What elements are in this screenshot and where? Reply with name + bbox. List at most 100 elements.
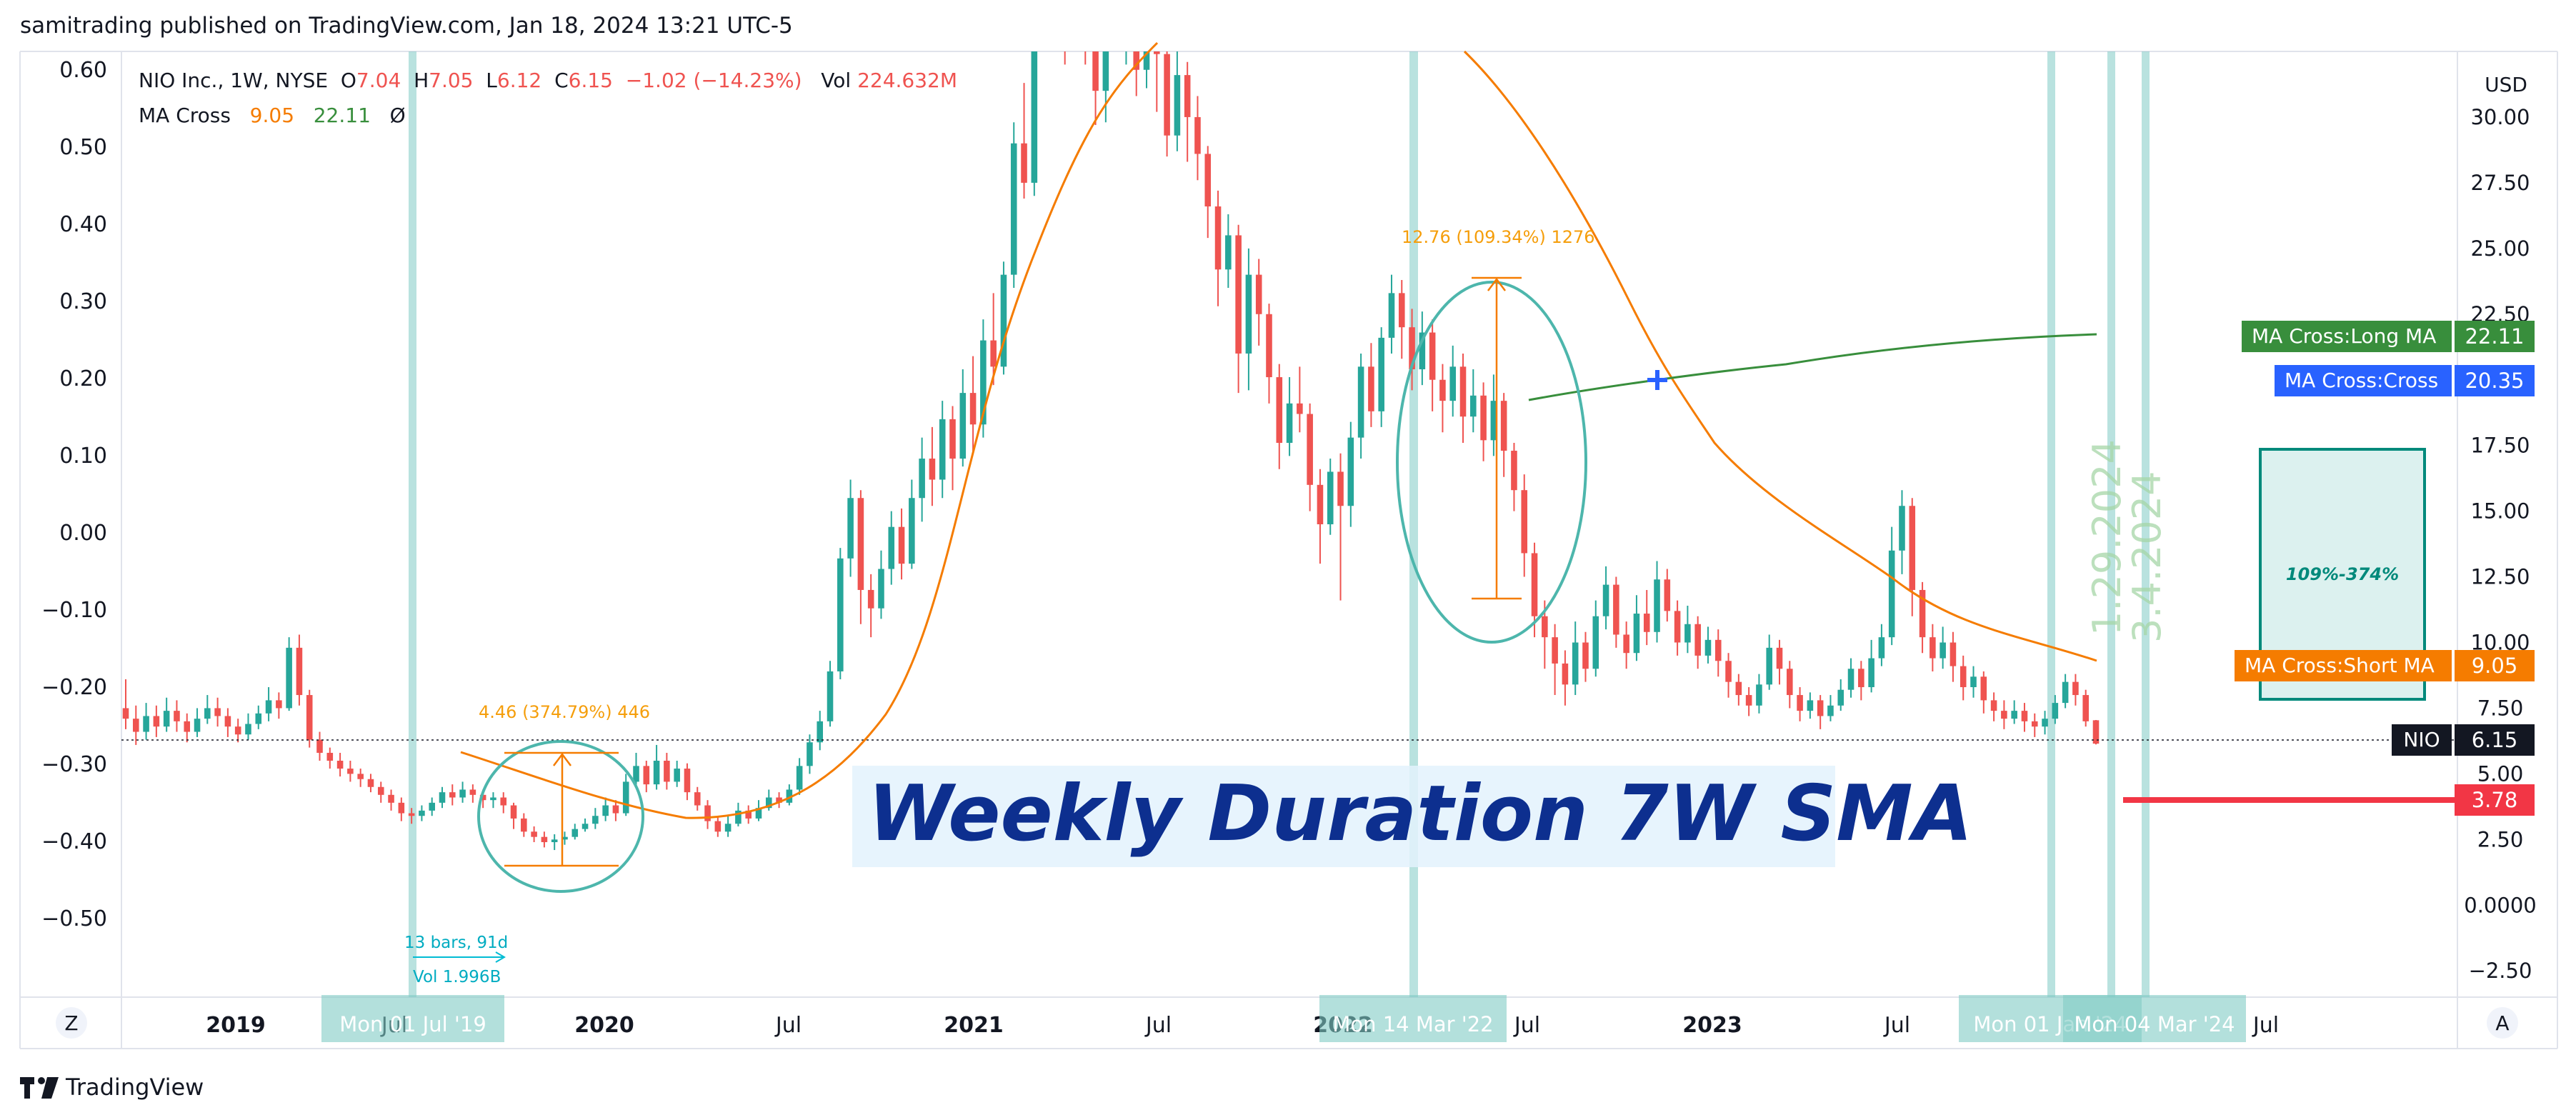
candle (857, 490, 864, 624)
candle-body (1102, 51, 1109, 91)
candle (1643, 589, 1650, 646)
tag-cross-name: MA Cross:Cross (2285, 369, 2438, 392)
candle-body (1837, 689, 1844, 706)
candle (1521, 474, 1528, 577)
time-axis-tick: Jul (1144, 1013, 1172, 1038)
legend-symbol[interactable]: NIO Inc., 1W, NYSE (139, 69, 329, 92)
candle (765, 789, 772, 811)
candle-body (1409, 327, 1415, 370)
candle-body (888, 526, 895, 569)
candle (622, 774, 629, 816)
candle-body (919, 459, 925, 499)
candle-body (581, 824, 589, 829)
tag-cross-value: 20.35 (2465, 369, 2524, 393)
candle-body (1899, 506, 1905, 551)
candle (1154, 51, 1160, 112)
candle-body (653, 761, 660, 785)
currency-label[interactable]: USD (2485, 73, 2527, 96)
tag-short-ma: MA Cross:Short MA 9.05 (2235, 650, 2535, 681)
time-axis-tick: Jul (1883, 1013, 1910, 1038)
tradingview-logo: TradingView (20, 1074, 204, 1101)
auto-scale-z-button[interactable]: Z (56, 1007, 87, 1039)
candle-body (1643, 614, 1650, 632)
candle (388, 789, 394, 811)
right-axis-tick: 2.50 (2477, 827, 2524, 851)
date-note-1: 1.29.2024 (2085, 439, 2130, 636)
candle (1919, 581, 1926, 654)
candle (1766, 634, 1773, 690)
candle (1419, 311, 1426, 386)
measure-label-2: 12.76 (109.34%) 1276 (1402, 227, 1595, 247)
measure-tool-1[interactable] (504, 751, 619, 867)
candle (847, 479, 854, 577)
candle-body (1756, 684, 1762, 706)
candle-body (1613, 584, 1619, 635)
candle (245, 713, 251, 740)
ma-cross-marker[interactable] (1647, 370, 1667, 390)
auto-scale-a-button[interactable]: A (2487, 1007, 2518, 1039)
candle (776, 792, 782, 809)
candle-body (184, 721, 191, 732)
candle (561, 831, 568, 845)
candle-body (1654, 579, 1660, 632)
bars-range-tool[interactable]: 13 bars, 91d Vol 1.996B (404, 934, 508, 986)
measure-tool-2[interactable] (1472, 276, 1522, 600)
candle-body (1235, 235, 1242, 354)
candle (2052, 695, 2059, 724)
candle-body (1000, 274, 1007, 367)
candle (878, 550, 884, 619)
candle-body (1776, 647, 1783, 669)
candle-body (1357, 366, 1364, 438)
candle-body (837, 558, 844, 671)
candle-body (1766, 647, 1773, 685)
candle-body (1725, 661, 1732, 682)
candle-body (765, 797, 772, 809)
candle-body (122, 708, 129, 719)
candle-body (1500, 401, 1507, 451)
candle (122, 679, 129, 729)
candle (1929, 624, 1936, 671)
candle-body (1542, 616, 1548, 638)
candle-body (2082, 695, 2089, 721)
legend-ma-label[interactable]: MA Cross (139, 104, 231, 127)
candle-body (959, 393, 967, 459)
candle-body (316, 739, 323, 753)
candle (2021, 703, 2028, 732)
svg-text:Mon 14 Mar '22: Mon 14 Mar '22 (1332, 1012, 1493, 1036)
candle (1409, 309, 1415, 391)
tag-target-price: 3.78 (2455, 784, 2535, 816)
left-axis-tick: −0.10 (41, 598, 107, 623)
candle-body (1787, 669, 1793, 696)
candle (1664, 569, 1671, 622)
left-axis-tick: 0.40 (59, 212, 107, 237)
candle (980, 319, 987, 438)
candle (541, 831, 548, 848)
candle-body (990, 340, 997, 367)
tag-cross: MA Cross:Cross 20.35 (2275, 365, 2535, 396)
target-zone-label: 109%-374% (2286, 564, 2399, 584)
candle (500, 792, 507, 814)
candle (1388, 274, 1395, 354)
candle (2062, 674, 2069, 709)
candle (204, 695, 211, 724)
time-axis-tick: 2023 (1682, 1013, 1742, 1038)
candle-body (1439, 379, 1446, 401)
candle-body (1204, 154, 1212, 206)
candle (1613, 576, 1619, 648)
candle (1174, 51, 1181, 151)
candle (1878, 624, 1885, 666)
candle-body (1735, 681, 1742, 696)
candle (612, 800, 619, 821)
legend-row: NIO Inc., 1W, NYSE O7.04 H7.05 L6.12 C6.… (139, 69, 957, 92)
candle (929, 426, 936, 506)
candle-body (817, 721, 824, 743)
top-ellipse[interactable] (1396, 281, 1587, 644)
date-label-mar-2024: Mon 04 Mar '24 (2063, 995, 2246, 1042)
legend-c-value: 6.15 (568, 69, 613, 92)
candle-body (541, 836, 548, 843)
candle-body (214, 708, 221, 716)
legend-vol-label: Vol (821, 69, 852, 92)
candle (133, 705, 139, 745)
bottom-ellipse[interactable] (477, 740, 644, 893)
